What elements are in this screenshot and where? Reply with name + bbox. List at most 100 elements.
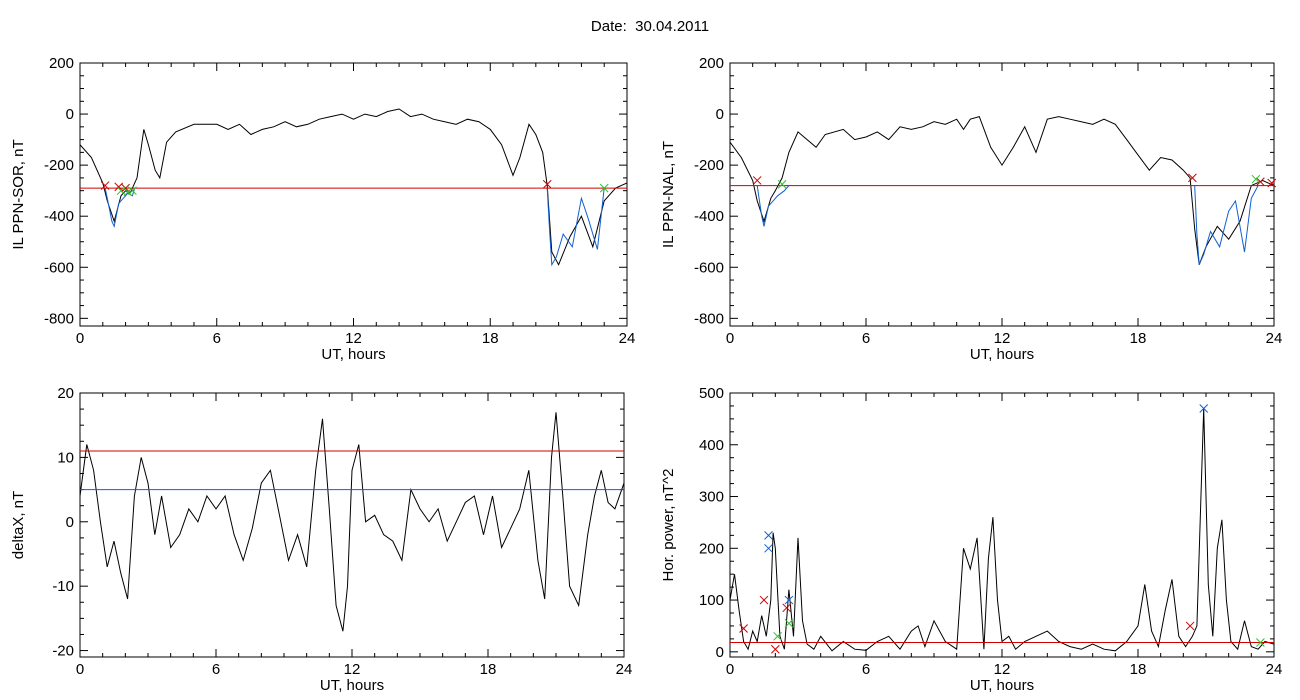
x-tick-label: 0 [726,661,734,678]
data-marker [1185,621,1195,631]
marker-stroke [100,181,110,190]
marker-stroke [1251,174,1261,184]
x-tick-label: 6 [213,330,221,347]
marker-stroke [782,603,792,613]
data-marker [784,618,794,628]
y-axis-label: deltaX, nT [10,491,27,559]
marker-stroke [116,186,126,196]
y-tick-label: 200 [699,55,724,72]
series-line-1 [80,108,627,266]
x-tick-label: 24 [616,661,633,678]
y-tick-label: 0 [716,644,724,661]
y-tick-label: -10 [52,578,74,595]
series-line-3 [1194,185,1259,265]
x-tick-label: 18 [482,330,499,347]
data-marker [1256,177,1265,187]
x-tick-label: 18 [1130,661,1147,678]
marker-stroke [764,530,773,540]
x-tick-label: 0 [726,330,734,347]
x-tick-label: 0 [76,330,84,347]
panel-3: 0 6 12 18 24 -20 -10 0 10 20 UT, hours deltaX, nT [10,385,632,694]
x-tick-label: 6 [862,330,870,347]
marker-stroke [773,631,782,641]
y-tick-label: 400 [699,437,724,454]
data-marker [784,595,794,605]
series-line-1 [80,412,624,632]
data-marker [599,183,609,193]
y-tick-label: 10 [57,449,74,466]
marker-stroke [1185,621,1195,631]
y-axis-label: Hor. power, nT^2 [660,469,677,582]
y-tick-label: -800 [694,310,724,327]
figure-title: Date: 30.04.2011 [590,18,710,35]
y-tick-label: 200 [49,55,74,72]
marker-stroke [1256,177,1265,187]
marker-stroke [739,624,748,633]
x-tick-label: 12 [994,661,1011,678]
x-tick-label: 12 [994,330,1011,347]
x-tick-label: 0 [76,661,84,678]
y-tick-label: -600 [694,259,724,276]
y-tick-label: 500 [699,385,724,402]
data-marker [1251,174,1261,184]
x-tick-label: 12 [344,661,361,678]
y-tick-label: -600 [44,259,74,276]
data-marker [121,183,130,193]
y-tick-label: -400 [694,208,724,225]
data-marker [770,644,780,654]
x-tick-label: 24 [1266,661,1283,678]
marker-stroke [1199,404,1209,413]
marker-stroke [752,176,762,185]
x-axis-label: UT, hours [320,677,384,694]
x-tick-label: 12 [345,330,362,347]
x-tick-label: 24 [1266,330,1283,347]
data-marker [128,186,137,196]
marker-stroke [1188,173,1197,183]
marker-stroke [114,182,124,192]
y-tick-label: -800 [44,310,74,327]
marker-stroke [777,179,787,189]
data-marker [764,530,773,540]
marker-stroke [542,179,552,189]
y-tick-label: 20 [57,385,74,402]
series-line-2 [756,185,790,227]
data-marker [1256,638,1265,647]
data-marker [777,179,787,189]
data-marker [1188,173,1197,183]
data-marker [759,595,769,605]
x-axis-label: UT, hours [321,346,385,363]
marker-stroke [599,183,609,193]
data-marker [100,181,110,190]
x-axis-label: UT, hours [970,677,1034,694]
series-line-1 [730,408,1274,652]
y-tick-label: -400 [44,208,74,225]
y-tick-label: 300 [699,489,724,506]
data-marker [739,624,748,633]
marker-stroke [128,186,137,196]
panel-4: 0 6 12 18 24 0 100 200 300 400 500 UT, hours Hor. po… [660,385,1282,694]
y-tick-label: -20 [52,643,74,660]
data-marker [116,186,126,196]
data-marker [773,631,782,641]
y-tick-label: -200 [44,157,74,174]
panel-2: 0 6 12 18 24 -800 -600 -400 -200 0 200 UT, hours IL … [660,55,1282,363]
y-tick-label: 0 [66,106,74,123]
y-axis-label: IL PPN-NAL, nT [660,141,677,248]
y-tick-label: 100 [699,592,724,609]
marker-stroke [784,618,794,628]
series-line-3 [546,188,605,267]
data-marker [764,543,773,553]
x-tick-label: 18 [1130,330,1147,347]
y-tick-label: 0 [716,106,724,123]
x-tick-label: 6 [862,661,870,678]
x-tick-label: 24 [619,330,636,347]
y-tick-label: 0 [66,514,74,531]
y-tick-label: 200 [699,540,724,557]
marker-stroke [1256,638,1265,647]
x-tick-label: 6 [212,661,220,678]
series-line-1 [730,115,1274,265]
data-marker [114,182,124,192]
data-marker [782,603,792,613]
panel-1: 0 6 12 18 24 -800 -600 -400 -200 0 200 UT, hours IL … [10,55,635,363]
